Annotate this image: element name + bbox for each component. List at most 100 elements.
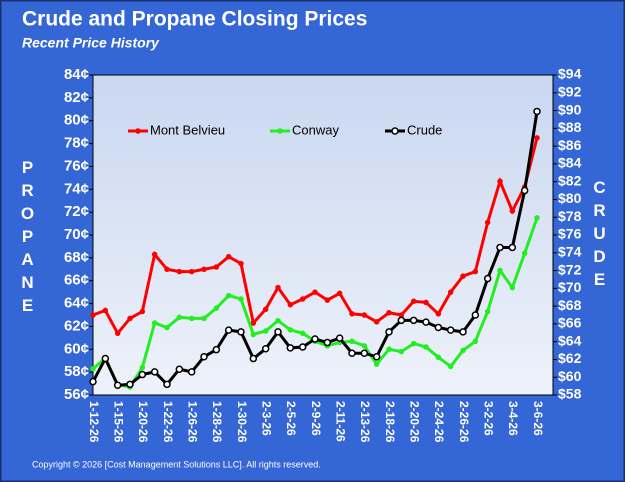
- point: [496, 243, 504, 252]
- y-tick-label: 78¢: [64, 135, 89, 152]
- point: [397, 316, 406, 325]
- x-tick-label: 1-22-26: [161, 401, 175, 443]
- x-tick-label: 2-13-26: [358, 401, 372, 443]
- y2-tick-label: $82: [558, 172, 582, 188]
- point: [126, 380, 134, 389]
- point: [386, 309, 392, 316]
- y2-axis-label: CRUDE: [590, 178, 609, 293]
- point: [262, 328, 269, 334]
- point: [520, 186, 529, 195]
- point: [138, 370, 147, 379]
- point: [175, 365, 184, 373]
- point: [187, 368, 196, 376]
- point: [459, 328, 467, 336]
- point: [164, 324, 170, 331]
- y-tick-label: 72¢: [64, 203, 89, 220]
- y2-tick-label: $60: [558, 368, 582, 384]
- y2-tick-label: $68: [558, 297, 582, 313]
- point: [423, 344, 429, 350]
- x-tick-label: 3-2-26: [481, 401, 495, 436]
- y-tick-label: 84¢: [64, 66, 89, 83]
- point: [250, 320, 257, 326]
- point: [287, 327, 294, 333]
- point: [460, 273, 466, 279]
- point: [349, 311, 355, 317]
- y-tick-label: 68¢: [64, 249, 89, 266]
- point: [249, 354, 258, 363]
- point: [286, 344, 295, 352]
- point: [127, 315, 133, 322]
- point: [151, 320, 158, 326]
- y-tick-label: 70¢: [64, 226, 89, 243]
- point: [188, 315, 195, 322]
- point: [373, 361, 380, 367]
- point: [287, 301, 294, 308]
- chart-subtitle: Recent Price History: [22, 35, 160, 51]
- point: [176, 314, 183, 321]
- point: [225, 253, 232, 260]
- point: [213, 264, 220, 270]
- point: [139, 364, 146, 371]
- x-tick-label: 1-12-26: [87, 401, 101, 443]
- point: [534, 215, 540, 221]
- chart-title: Crude and Propane Closing Prices: [22, 8, 367, 31]
- point: [534, 135, 540, 141]
- y-tick-label: 66¢: [64, 272, 89, 289]
- legend-marker: [135, 128, 141, 134]
- y2-tick-label: $76: [558, 226, 582, 242]
- point: [521, 250, 528, 257]
- point: [509, 284, 516, 291]
- point: [164, 266, 170, 273]
- x-tick-label: 2-9-26: [309, 401, 323, 436]
- point: [237, 328, 245, 336]
- point: [250, 331, 257, 338]
- x-tick-label: 2-26-26: [457, 401, 471, 443]
- x-tick-label: 3-6-26: [531, 401, 545, 436]
- point: [225, 292, 232, 299]
- point: [299, 330, 306, 337]
- y-tick-label: 76¢: [64, 157, 89, 174]
- y-axis-label: PROPANE: [18, 158, 37, 319]
- point: [275, 284, 281, 291]
- x-tick-label: 2-11-26: [333, 401, 347, 442]
- point: [261, 345, 270, 353]
- point: [176, 268, 183, 275]
- y-tick-label: 56¢: [64, 386, 89, 403]
- y-tick-label: 82¢: [64, 89, 89, 106]
- point: [102, 307, 109, 314]
- point: [423, 299, 429, 306]
- y-tick-label: 58¢: [64, 363, 89, 380]
- point: [533, 107, 541, 116]
- point: [113, 381, 122, 389]
- x-tick-label: 3-4-26: [506, 401, 520, 436]
- point: [410, 298, 417, 305]
- y2-tick-label: $80: [558, 190, 582, 206]
- point: [275, 317, 281, 324]
- point: [497, 178, 503, 185]
- point: [312, 289, 318, 295]
- y2-tick-label: $94: [558, 66, 582, 82]
- point: [201, 315, 207, 322]
- point: [139, 308, 146, 315]
- point: [262, 306, 269, 313]
- x-tick-label: 2-24-26: [432, 401, 446, 443]
- x-tick-label: 2-5-26: [284, 401, 298, 436]
- point: [90, 312, 96, 318]
- point: [447, 363, 454, 370]
- point: [274, 328, 282, 336]
- y2-tick-label: $88: [558, 119, 582, 135]
- point: [114, 330, 121, 337]
- x-tick-label: 1-30-26: [235, 401, 249, 443]
- point: [373, 319, 380, 325]
- y2-tick-label: $64: [558, 332, 582, 348]
- point: [409, 316, 418, 325]
- x-tick-label: 1-28-26: [210, 401, 224, 443]
- y2-tick-label: $72: [558, 261, 582, 277]
- point: [89, 377, 97, 386]
- point: [410, 340, 417, 347]
- point: [434, 323, 443, 332]
- point: [90, 365, 96, 372]
- point: [311, 335, 319, 343]
- point: [349, 338, 355, 345]
